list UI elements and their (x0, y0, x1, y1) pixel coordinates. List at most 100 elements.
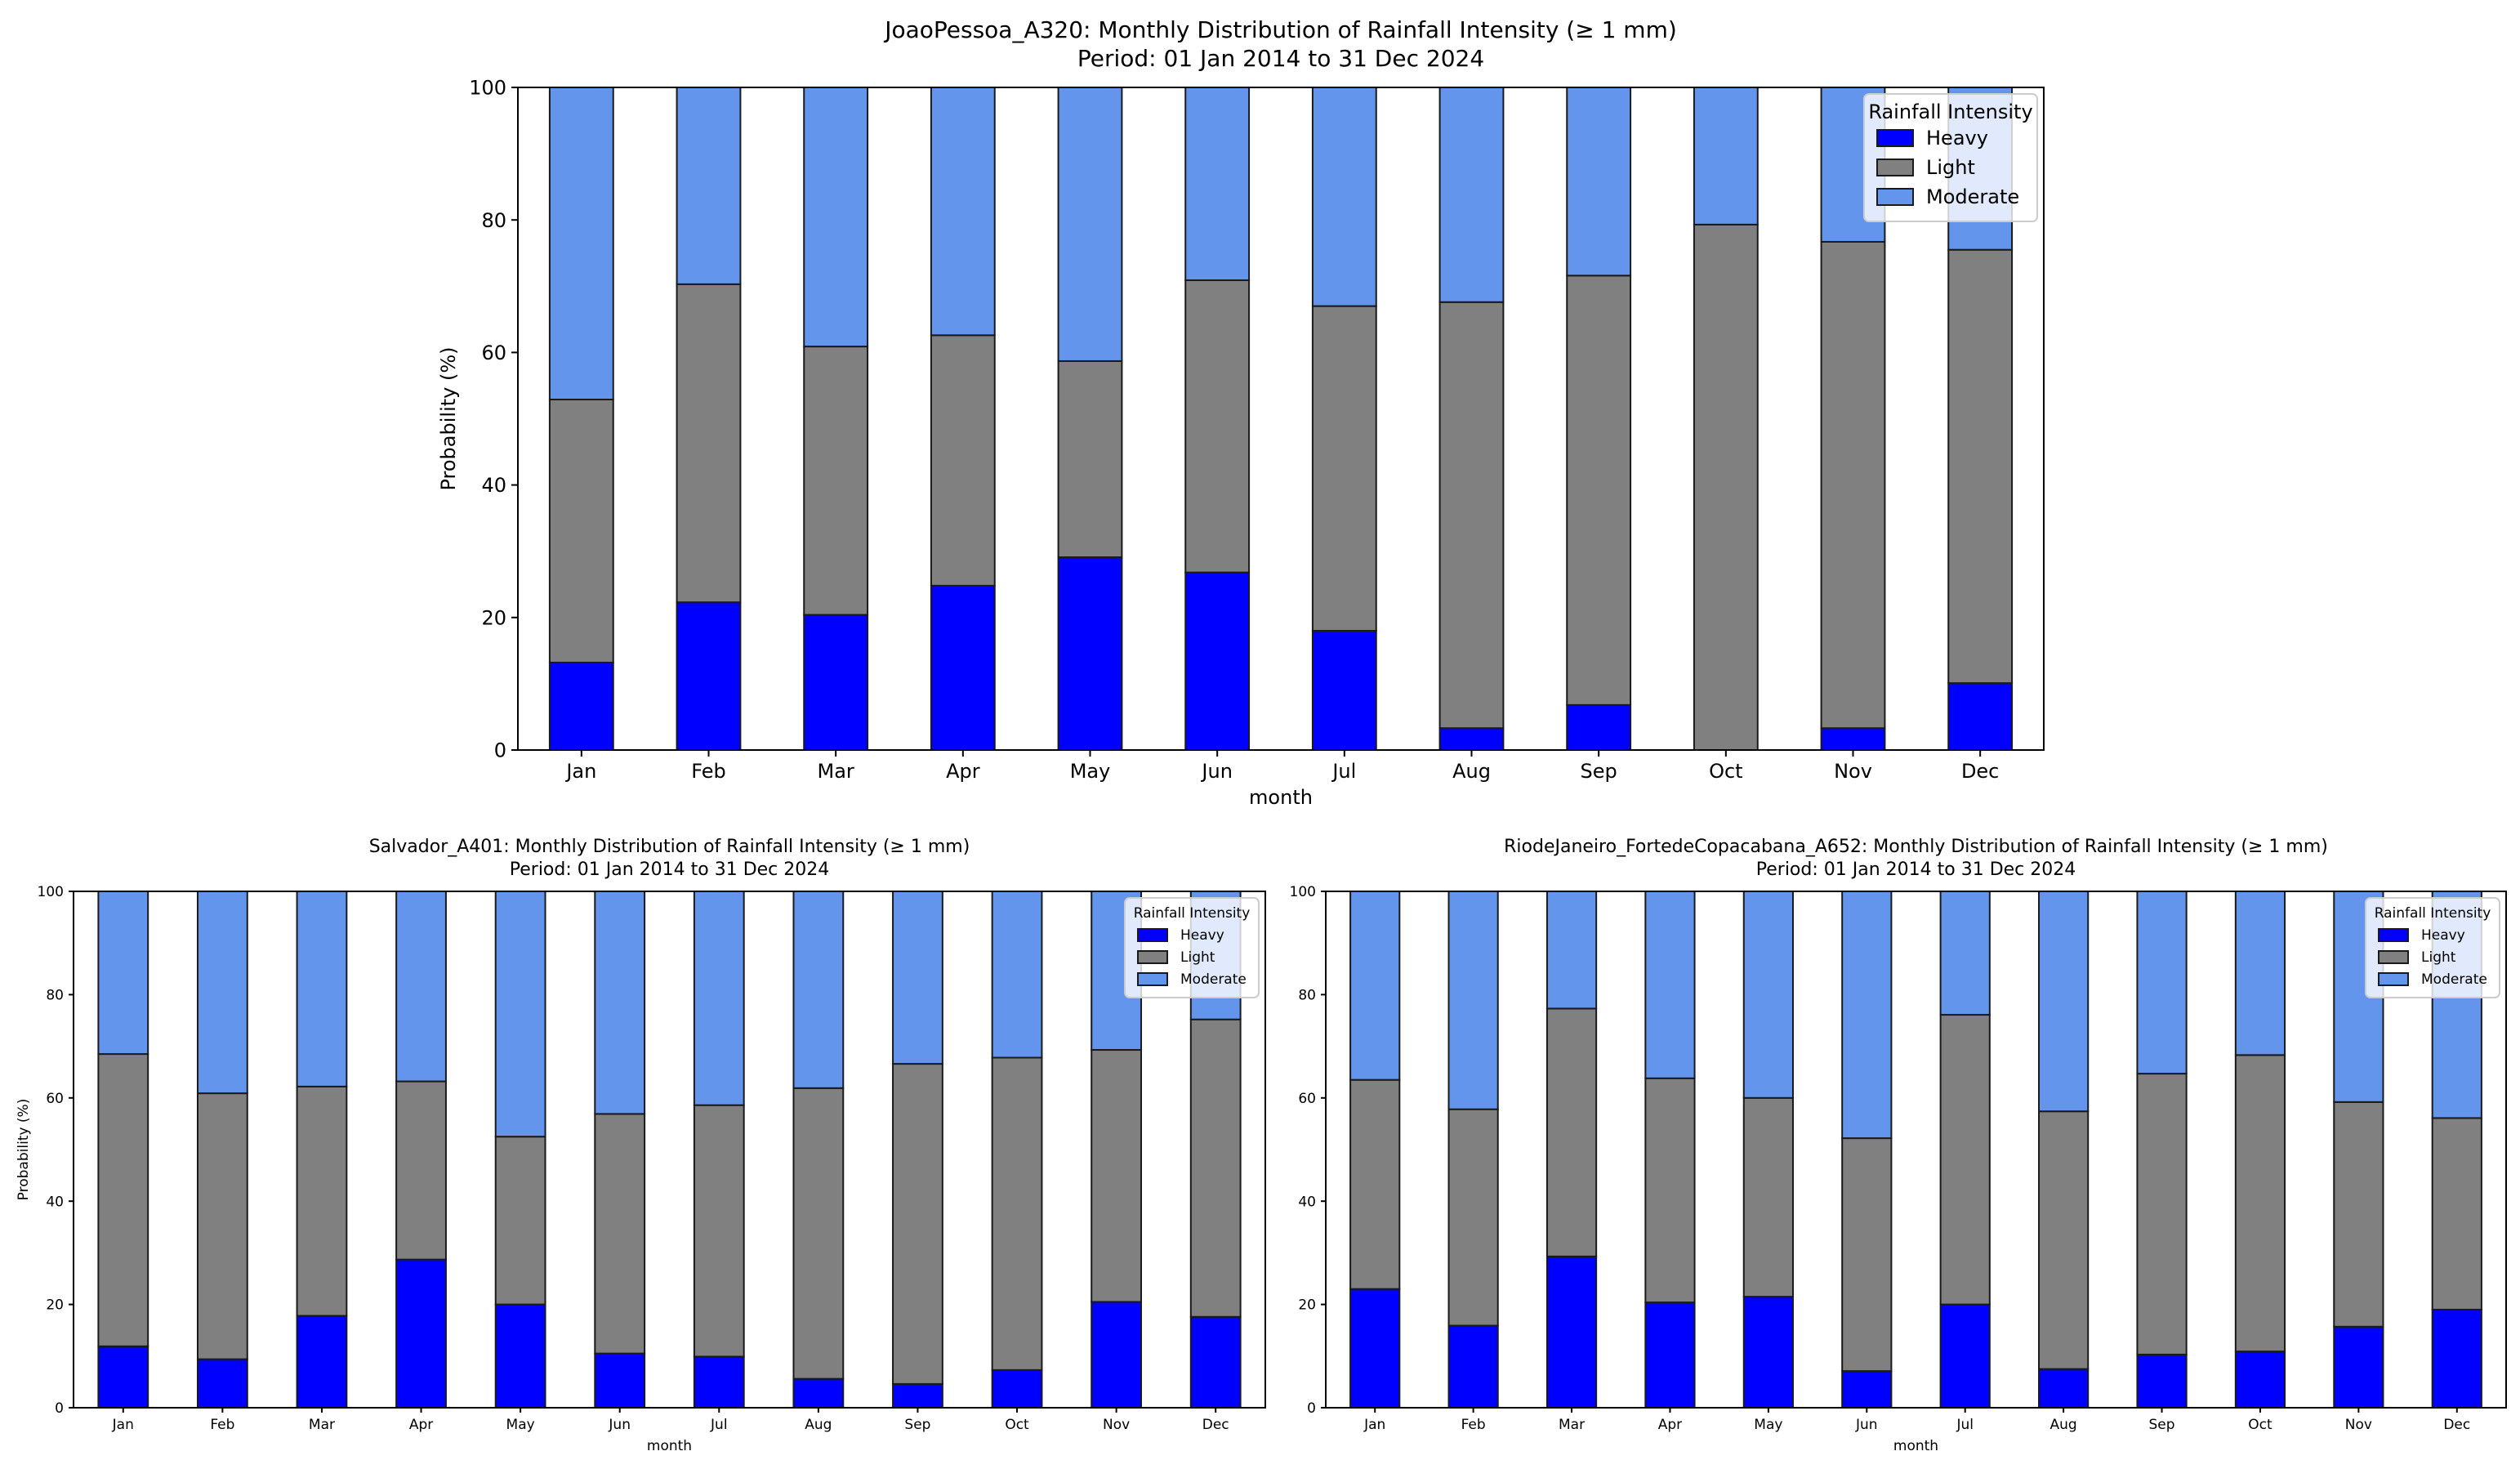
bar-moderate-jan (548, 87, 614, 400)
bar-heavy-jul (693, 1355, 745, 1409)
bar-light-may (494, 1136, 546, 1306)
legend-label-heavy: Heavy (1180, 927, 1224, 944)
bar-moderate-may (1742, 891, 1794, 1099)
y-tick-label: 0 (55, 1400, 64, 1417)
bar-moderate-jan (1349, 891, 1401, 1081)
y-tick-label: 40 (481, 474, 506, 497)
x-tick-label: Feb (1461, 1417, 1486, 1433)
x-tick-label: Apr (946, 760, 980, 783)
y-tick-label: 100 (38, 884, 64, 900)
bar-light-oct (991, 1056, 1043, 1371)
bar-moderate-aug (792, 891, 845, 1089)
x-tick-label: Mar (818, 760, 854, 783)
bar-heavy-nov (2333, 1325, 2384, 1409)
bar-light-dec (1947, 248, 2014, 685)
bar-moderate-feb (1447, 891, 1499, 1110)
bar-moderate-apr (930, 87, 996, 337)
x-tick-label: Jun (608, 1417, 631, 1433)
bar-light-mar (1545, 1007, 1598, 1257)
bar-heavy-mar (803, 614, 869, 752)
bar-moderate-sep (892, 891, 943, 1065)
bar-light-sep (892, 1063, 943, 1385)
legend-swatch-moderate (1137, 972, 1168, 986)
x-tick-label: Oct (1709, 760, 1743, 783)
bar-light-apr (395, 1080, 447, 1261)
bar-heavy-jul (1311, 630, 1377, 752)
bar-moderate-apr (395, 891, 447, 1083)
bar-moderate-jun (1184, 87, 1251, 282)
bar-heavy-jun (1184, 571, 1251, 751)
bar-moderate-may (1057, 87, 1123, 362)
legend-label-heavy: Heavy (1926, 127, 1988, 150)
bar-light-aug (1438, 301, 1505, 730)
bar-light-sep (1566, 275, 1632, 706)
bar-light-nov (2333, 1101, 2384, 1328)
bar-heavy-nov (1820, 727, 1886, 751)
y-tick-label: 100 (1290, 884, 1316, 900)
bar-heavy-jan (97, 1345, 149, 1409)
bar-heavy-oct (991, 1369, 1043, 1409)
bar-light-nov (1820, 240, 1886, 730)
y-tick-label: 60 (1298, 1091, 1316, 1107)
x-axis-label: month (1893, 1438, 1938, 1454)
bar-heavy-may (494, 1303, 546, 1409)
bar-heavy-jan (1349, 1288, 1401, 1409)
x-tick-label: Aug (2050, 1417, 2077, 1433)
bar-heavy-sep (1566, 703, 1632, 751)
x-tick-label: Apr (409, 1417, 433, 1433)
x-tick-label: Oct (1005, 1417, 1029, 1433)
bar-light-feb (196, 1092, 248, 1360)
x-tick-label: Jan (1363, 1417, 1385, 1433)
plot-frame (73, 891, 1266, 1409)
x-tick-label: Dec (1961, 760, 1999, 783)
bar-light-jun (1184, 279, 1251, 574)
legend-title: Rainfall Intensity (2375, 905, 2491, 922)
bar-heavy-feb (1447, 1324, 1499, 1409)
x-tick-label: Aug (1452, 760, 1491, 783)
bar-moderate-mar (803, 87, 869, 348)
legend-swatch-light (1137, 950, 1168, 964)
bar-heavy-jul (1939, 1303, 1991, 1409)
x-tick-label: Dec (2443, 1417, 2470, 1433)
bar-moderate-jan (97, 891, 149, 1056)
legend-swatch-light (1876, 159, 1914, 176)
chart-subtitle: Period: 01 Jan 2014 to 31 Dec 2024 (510, 860, 830, 880)
y-tick-label: 0 (1307, 1400, 1316, 1417)
bar-heavy-aug (1438, 727, 1505, 751)
bar-moderate-aug (1438, 87, 1505, 303)
bar-light-jan (97, 1053, 149, 1347)
bar-heavy-nov (1091, 1301, 1143, 1409)
bar-light-jul (1311, 305, 1377, 632)
legend-label-moderate: Moderate (2421, 971, 2487, 988)
bar-light-dec (2431, 1117, 2482, 1310)
x-tick-label: Jul (1331, 760, 1356, 783)
chart-2: Salvador_A401: Monthly Distribution of R… (16, 837, 1266, 1454)
legend-label-heavy: Heavy (2421, 927, 2465, 944)
legend-swatch-heavy (1876, 129, 1914, 147)
bar-heavy-feb (676, 601, 742, 751)
bar-heavy-feb (196, 1358, 248, 1409)
bar-moderate-jul (1311, 87, 1377, 307)
y-tick-label: 20 (46, 1297, 64, 1314)
x-tick-label: Jun (1200, 760, 1233, 783)
x-tick-label: Aug (805, 1417, 832, 1433)
x-tick-label: Mar (1559, 1417, 1585, 1433)
chart-title: RiodeJaneiro_FortedeCopacabana_A652: Mon… (1504, 837, 2328, 857)
bar-moderate-mar (1545, 891, 1598, 1010)
x-tick-label: May (1070, 760, 1111, 783)
x-tick-label: Oct (2248, 1417, 2272, 1433)
bar-moderate-apr (1644, 891, 1696, 1079)
bar-heavy-dec (1947, 682, 2014, 751)
bar-light-may (1057, 359, 1123, 558)
bar-light-dec (1189, 1018, 1242, 1318)
bar-light-feb (676, 283, 742, 604)
bar-heavy-sep (892, 1382, 943, 1409)
x-tick-label: Sep (904, 1417, 930, 1433)
legend-swatch-moderate (2378, 972, 2409, 986)
legend-swatch-moderate (1876, 188, 1914, 206)
legend-swatch-heavy (1137, 928, 1168, 942)
bar-heavy-aug (792, 1377, 845, 1409)
bar-light-jul (693, 1104, 745, 1358)
bar-light-jul (1939, 1014, 1991, 1306)
x-tick-label: Nov (2345, 1417, 2372, 1433)
